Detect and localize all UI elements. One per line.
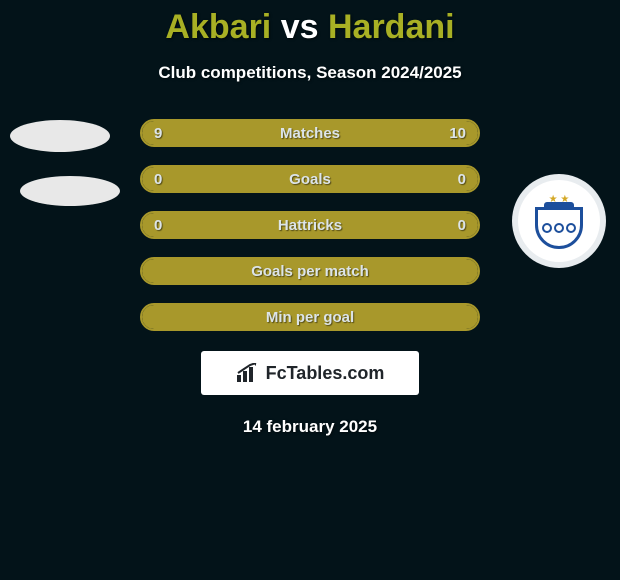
bar-value-right: 0 xyxy=(458,171,466,188)
bar-value-left: 0 xyxy=(154,217,162,234)
badge-shield-icon xyxy=(535,207,583,249)
vs-text: vs xyxy=(281,8,319,46)
bar-value-left: 0 xyxy=(154,171,162,188)
stat-bar: 0 0 Hattricks xyxy=(140,211,480,239)
logo-text: FcTables.com xyxy=(266,363,385,384)
player1-name: Akbari xyxy=(165,8,271,46)
bar-value-right: 10 xyxy=(449,125,466,142)
bar-label: Goals per match xyxy=(251,263,369,280)
bar-fill-left xyxy=(142,121,300,145)
bar-label: Goals xyxy=(289,171,331,188)
stat-bar: Min per goal xyxy=(140,303,480,331)
date-text: 14 february 2025 xyxy=(0,417,620,437)
bar-value-right: 0 xyxy=(458,217,466,234)
player1-club-badge-2 xyxy=(20,176,120,206)
page-title: Akbari vs Hardani xyxy=(0,0,620,47)
player2-name: Hardani xyxy=(328,8,455,46)
stat-bar: 9 10 Matches xyxy=(140,119,480,147)
player1-club-badge-1 xyxy=(10,120,110,152)
stat-bar: Goals per match xyxy=(140,257,480,285)
bar-label: Min per goal xyxy=(266,309,354,326)
chart-icon xyxy=(236,363,260,383)
bar-value-left: 9 xyxy=(154,125,162,142)
subtitle: Club competitions, Season 2024/2025 xyxy=(0,63,620,83)
stat-bar: 0 0 Goals xyxy=(140,165,480,193)
fctables-logo: FcTables.com xyxy=(201,351,419,395)
bar-label: Hattricks xyxy=(278,217,342,234)
bar-label: Matches xyxy=(280,125,340,142)
player2-club-badge: ★ ★ xyxy=(518,180,600,262)
